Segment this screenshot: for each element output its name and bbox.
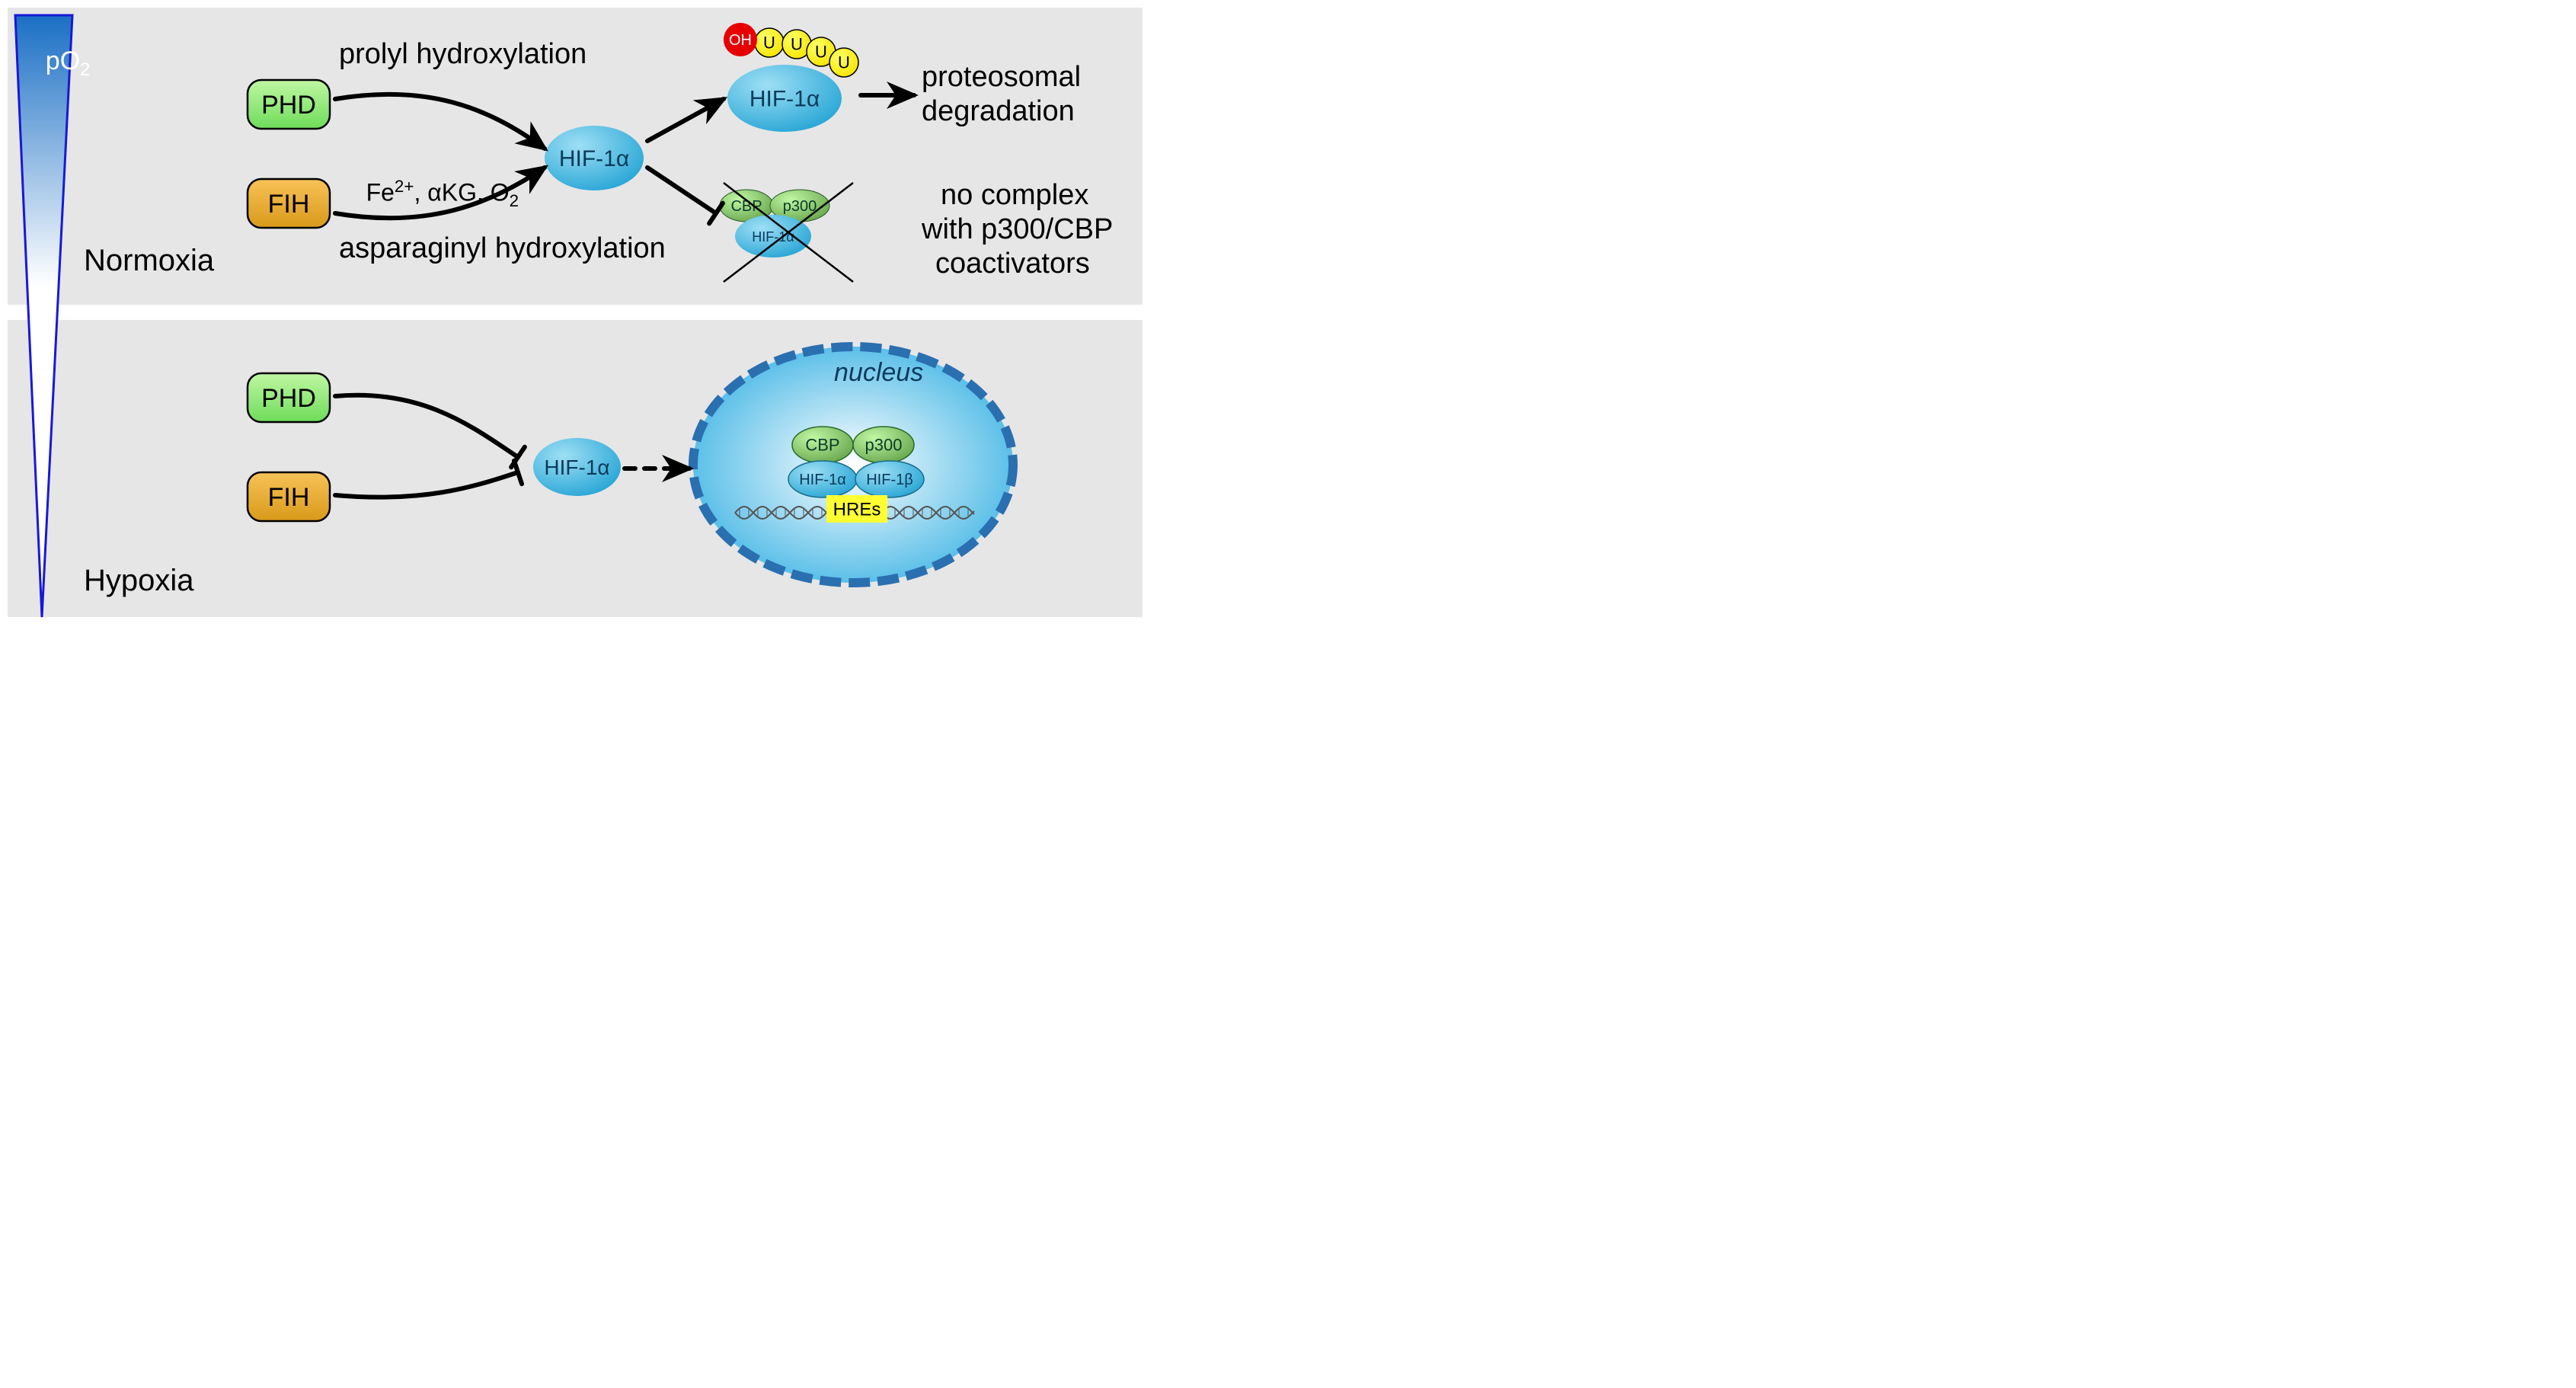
- no-complex-label-1: no complex: [941, 179, 1088, 212]
- hypoxia-label: Hypoxia: [84, 564, 194, 598]
- po2-label: pO2: [17, 17, 90, 110]
- cofactors-label: Fe2+, αKG, O2: [339, 149, 519, 239]
- no-complex-label-3: coactivators: [935, 248, 1090, 280]
- nucleus-label: nucleus: [834, 358, 923, 388]
- po2-text: pO: [46, 46, 80, 75]
- proteasomal-degradation-label-1: proteosomal: [922, 61, 1081, 94]
- proteasomal-degradation-label-2: degradation: [922, 95, 1075, 128]
- diagram-canvas: PHDFIHPHDFIHHIF-1αHIF-1αHIF-1αUUUUOHCBPp…: [0, 0, 1150, 625]
- po2-sub: 2: [80, 59, 90, 80]
- no-complex-label-2: with p300/CBP: [922, 213, 1113, 246]
- prolyl-hydroxylation-label: prolyl hydroxylation: [339, 38, 586, 71]
- normoxia-label: Normoxia: [84, 244, 214, 278]
